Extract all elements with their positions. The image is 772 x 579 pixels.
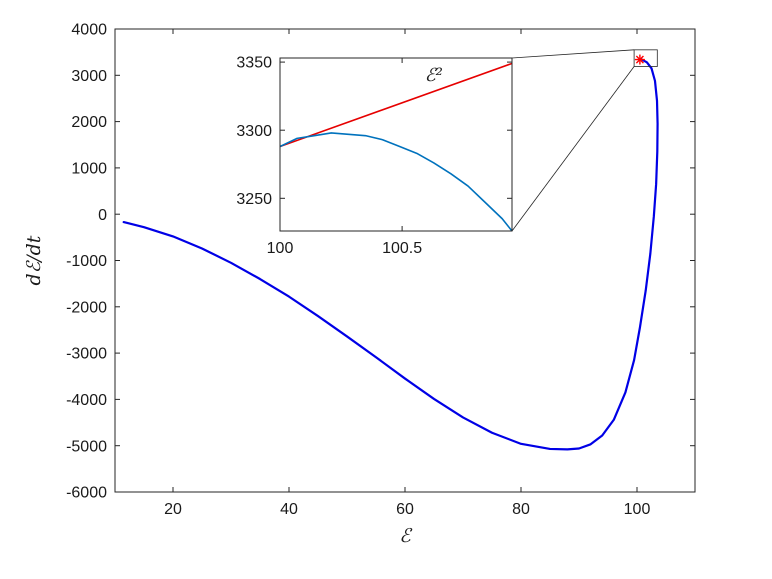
- main-y-tick-label: 2000: [71, 114, 107, 131]
- x-axis-label: ℰ: [399, 525, 413, 547]
- main-y-tick-label: 0: [98, 207, 107, 224]
- inset-series-line-1: [280, 132, 512, 231]
- main-markers-group: [634, 54, 645, 65]
- main-y-tick-label: -5000: [66, 438, 107, 455]
- inset-x-tick-label: 100.5: [382, 240, 422, 257]
- main-y-tick-label: -6000: [66, 485, 107, 502]
- inset-y-tick-label: 3350: [236, 55, 272, 72]
- inset-series-group: [280, 62, 512, 231]
- inset-plot-frame: [279, 57, 513, 232]
- main-x-tick-label: 20: [164, 501, 182, 518]
- inset-y-ticks: 3250 3300 3350: [236, 55, 512, 208]
- main-series-group: [122, 58, 659, 451]
- main-y-tick-label: -4000: [66, 392, 107, 409]
- inset-series-line-0: [280, 62, 512, 148]
- y-axis-label: dℰ/dt: [23, 235, 45, 285]
- main-y-tick-label: -2000: [66, 299, 107, 316]
- main-x-tick-label: 40: [280, 501, 298, 518]
- main-marker-asterisk: [634, 54, 645, 65]
- main-x-tick-label: 80: [512, 501, 530, 518]
- main-y-tick-label: -3000: [66, 346, 107, 363]
- inset-y-tick-label: 3250: [236, 191, 272, 208]
- main-y-ticks: -6000 -5000 -4000 -3000 -2000 -1000 0 1000 2000 3…: [66, 22, 695, 502]
- main-y-tick-label: -1000: [66, 253, 107, 270]
- main-y-tick-label: 1000: [71, 161, 107, 178]
- main-x-tick-label: 100: [624, 501, 651, 518]
- zoom-connector-lines: [511, 49, 635, 232]
- inset-annotation: ℰ²: [425, 65, 443, 86]
- zoom-box: [633, 49, 658, 67]
- main-x-ticks: 20 40 60 80 100: [164, 29, 650, 518]
- connector-line-bottom: [511, 66, 635, 232]
- inset-axes: 100 100.5 3250 3300 3350 ℰ²: [236, 55, 513, 257]
- main-axes: 20 40 60 80 100 -6000 -5000 -4000 -3000 -2000 -10…: [23, 22, 696, 547]
- inset-x-ticks: 100 100.5: [267, 58, 422, 257]
- main-x-tick-label: 60: [396, 501, 414, 518]
- main-y-tick-label: 4000: [71, 22, 107, 39]
- inset-y-tick-label: 3300: [236, 123, 272, 140]
- inset-x-tick-label: 100: [267, 240, 294, 257]
- main-y-tick-label: 3000: [71, 68, 107, 85]
- connector-line-top: [511, 49, 635, 59]
- main-series-line-0: [122, 58, 659, 451]
